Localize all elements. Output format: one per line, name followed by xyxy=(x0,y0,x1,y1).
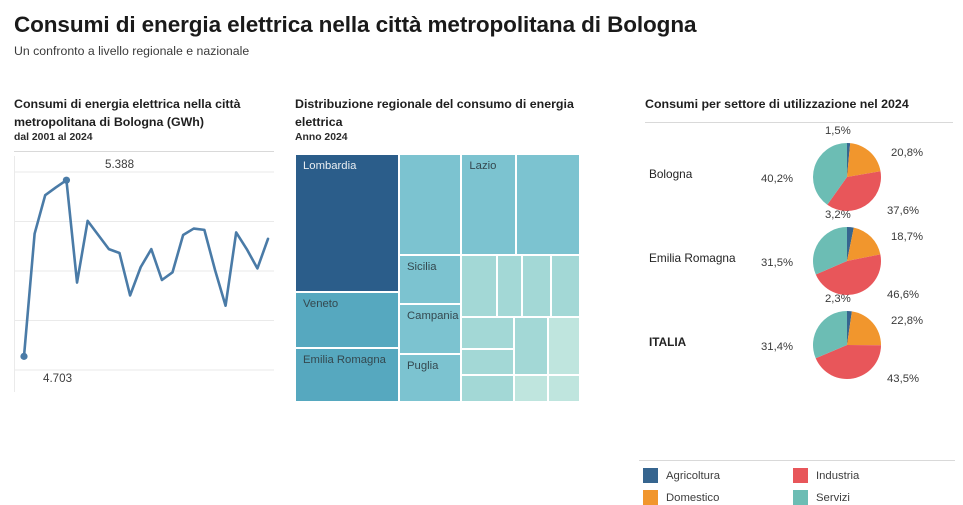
pie-slice-industria[interactable] xyxy=(815,254,882,295)
treemap-cell-puglia[interactable]: Puglia xyxy=(399,353,462,403)
treemap-cell[interactable] xyxy=(522,254,551,317)
line-chart-title: Consumi di energia elettrica nella città… xyxy=(14,97,241,129)
line-chart-series-path xyxy=(22,179,270,358)
legend-item-agricoltura[interactable]: Agricoltura xyxy=(643,468,793,483)
legend-item-servizi[interactable]: Servizi xyxy=(793,490,943,505)
line-chart-divider xyxy=(14,151,274,153)
pie-slice-agricoltura[interactable] xyxy=(847,142,851,177)
pie-slice-industria[interactable] xyxy=(827,170,881,211)
treemap-cell[interactable] xyxy=(399,154,462,255)
panel-pies: Consumi per settore di utilizzazione nel… xyxy=(635,96,963,505)
pie-label-domestico: 18,7% xyxy=(891,230,924,243)
pie-chart-emilia-romagna[interactable] xyxy=(811,225,883,297)
line-chart-gridlines xyxy=(14,171,274,371)
legend-label: Servizi xyxy=(816,491,850,504)
line-chart-svg xyxy=(14,156,274,393)
treemap-cell-label: Puglia xyxy=(407,359,439,372)
treemap-cell[interactable] xyxy=(551,254,580,317)
pie-row-bologna: Bologna 1,5% 20,8% 37,6% 40,2% xyxy=(645,125,953,227)
pie-row-italia: ITALIA 2,3% 22,8% 43,5% 31,4% xyxy=(645,293,953,395)
legend-item-domestico[interactable]: Domestico xyxy=(643,490,793,505)
pie-row-label: Emilia Romagna xyxy=(649,250,736,265)
treemap: Lombardia Veneto Emilia Romagna Lazio Sicili… xyxy=(295,154,615,403)
pie-slice-domestico[interactable] xyxy=(847,227,881,261)
treemap-cell[interactable] xyxy=(547,316,580,375)
treemap-cell-sicilia[interactable]: Sicilia xyxy=(399,254,462,305)
pie-slice-industria[interactable] xyxy=(815,344,881,379)
treemap-cell[interactable] xyxy=(496,254,523,317)
line-chart-first-label: 4.703 xyxy=(43,372,73,386)
panels-row: Consumi di energia elettrica nella città… xyxy=(0,96,963,505)
legend-swatch-icon xyxy=(643,490,658,505)
treemap-cell-lombardia[interactable]: Lombardia xyxy=(295,154,399,292)
line-chart-max-point xyxy=(62,176,71,185)
legend-label: Agricoltura xyxy=(666,469,720,482)
treemap-cell-label: Veneto xyxy=(303,297,339,310)
treemap-title: Distribuzione regionale del consumo di e… xyxy=(295,97,574,129)
pie-slice-domestico[interactable] xyxy=(847,310,882,345)
line-chart: 5.388 4.703 xyxy=(14,156,274,393)
legend-swatch-icon xyxy=(793,490,808,505)
treemap-cell[interactable] xyxy=(461,348,515,375)
treemap-cell-veneto[interactable]: Veneto xyxy=(295,291,399,348)
pies-divider-bottom xyxy=(639,460,955,461)
legend-label: Industria xyxy=(816,469,860,482)
pie-row-emilia-romagna: Emilia Romagna 3,2% 18,7% 46,6% 31,5% xyxy=(645,209,953,311)
pie-slice-servizi[interactable] xyxy=(812,142,847,205)
treemap-cell-emilia-romagna[interactable]: Emilia Romagna xyxy=(295,347,399,403)
treemap-cell[interactable] xyxy=(461,254,497,317)
legend-swatch-icon xyxy=(793,468,808,483)
pie-slice-servizi[interactable] xyxy=(812,310,847,358)
line-chart-first-point xyxy=(20,352,28,361)
pie-slice-agricoltura[interactable] xyxy=(847,310,852,345)
treemap-cell-label: Lazio xyxy=(469,160,497,173)
pie-row-label: ITALIA xyxy=(649,334,687,349)
pie-label-domestico: 20,8% xyxy=(891,146,924,159)
legend-item-industria[interactable]: Industria xyxy=(793,468,943,483)
pie-label-industria: 37,6% xyxy=(887,204,920,217)
page-title: Consumi di energia elettrica nella città… xyxy=(14,12,697,37)
pie-label-servizi: 40,2% xyxy=(761,172,794,185)
pie-label-agricoltura: 2,3% xyxy=(825,292,851,305)
pie-label-agricoltura: 3,2% xyxy=(825,208,851,221)
page-subtitle: Un confronto a livello regionale e nazio… xyxy=(14,43,250,58)
treemap-cell[interactable] xyxy=(514,316,548,375)
pie-label-domestico: 22,8% xyxy=(891,314,924,327)
treemap-subtitle: Anno 2024 xyxy=(295,132,348,144)
treemap-cell[interactable] xyxy=(547,374,580,403)
pies-divider-top xyxy=(645,121,953,123)
pie-legend: Agricoltura Industria Domestico Servizi xyxy=(643,468,943,505)
pie-chart-italia[interactable] xyxy=(811,309,883,381)
treemap-cell-label: Emilia Romagna xyxy=(303,353,386,366)
pie-row-label: Bologna xyxy=(649,166,693,181)
treemap-cell-lazio[interactable]: Lazio xyxy=(461,154,516,255)
pie-label-servizi: 31,4% xyxy=(761,340,794,353)
treemap-cell-campania[interactable]: Campania xyxy=(399,304,462,354)
treemap-cell[interactable] xyxy=(514,374,548,403)
legend-swatch-icon xyxy=(643,468,658,483)
pie-slice-agricoltura[interactable] xyxy=(847,226,854,261)
panel-line-chart: Consumi di energia elettrica nella città… xyxy=(0,96,290,432)
pie-label-industria: 46,6% xyxy=(887,288,920,301)
pie-slice-servizi[interactable] xyxy=(813,226,847,275)
dashboard-header: Consumi di energia elettrica nella città… xyxy=(0,0,963,58)
pie-label-servizi: 31,5% xyxy=(761,256,794,269)
treemap-cell[interactable] xyxy=(515,154,580,255)
panel-treemap: Distribuzione regionale del consumo di e… xyxy=(290,96,635,432)
treemap-cell[interactable] xyxy=(461,316,515,349)
pie-label-industria: 43,5% xyxy=(887,372,920,385)
treemap-cell-label: Campania xyxy=(407,310,459,323)
pie-slice-domestico[interactable] xyxy=(847,142,881,177)
line-chart-subtitle: dal 2001 al 2024 xyxy=(14,132,93,144)
line-chart-max-label: 5.388 xyxy=(105,158,135,172)
pies-title: Consumi per settore di utilizzazione nel… xyxy=(645,97,909,111)
pie-chart-bologna[interactable] xyxy=(811,141,883,213)
pie-label-agricoltura: 1,5% xyxy=(825,124,851,137)
legend-label: Domestico xyxy=(666,491,720,504)
treemap-cell-label: Sicilia xyxy=(407,260,437,273)
treemap-cell-label: Lombardia xyxy=(303,160,357,173)
pies-area: Bologna 1,5% 20,8% 37,6% 40,2% Emilia Romagna… xyxy=(645,125,953,393)
treemap-cell[interactable] xyxy=(461,374,515,403)
